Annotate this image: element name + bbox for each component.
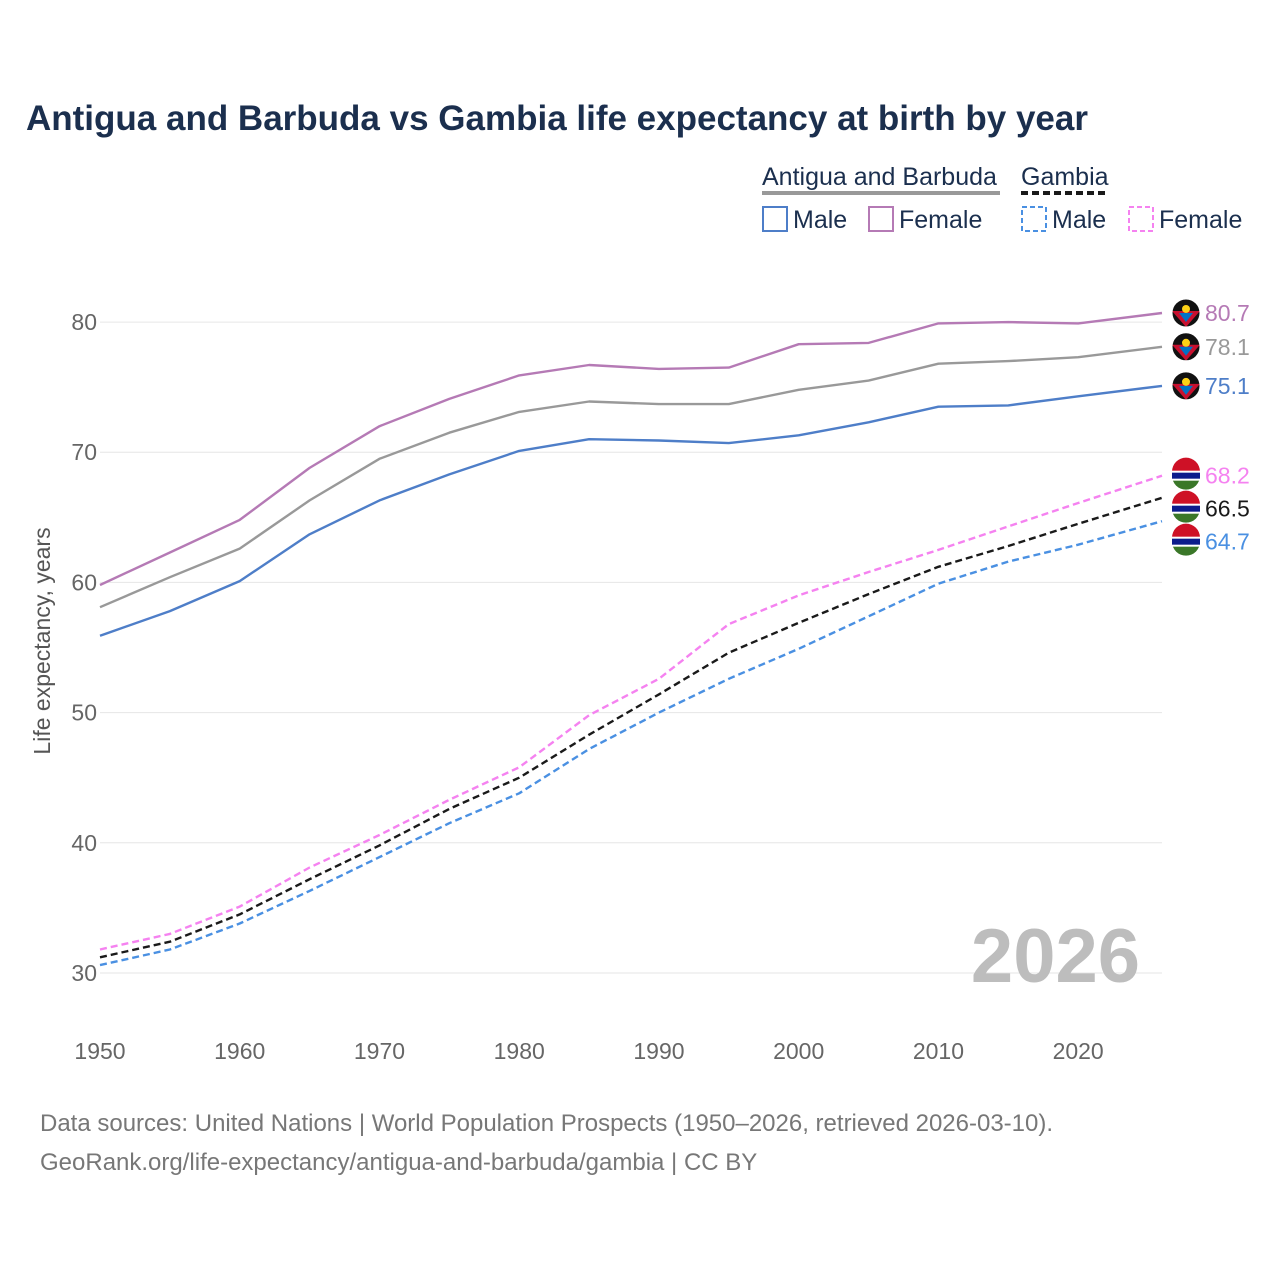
year-watermark: 2026	[971, 914, 1140, 999]
source-line-1: Data sources: United Nations | World Pop…	[40, 1110, 1053, 1137]
y-tick-50: 50	[71, 700, 97, 726]
end-label-antigua-and-barbuda-total: 78.1	[1205, 334, 1250, 360]
end-label-gambia-male: 64.7	[1205, 529, 1250, 555]
source-line-2: GeoRank.org/life-expectancy/antigua-and-…	[40, 1149, 757, 1176]
legend-group-antigua: Antigua and Barbuda	[762, 163, 997, 191]
chart-title: Antigua and Barbuda vs Gambia life expec…	[26, 99, 1088, 138]
legend-swatch-gm-female	[1128, 206, 1154, 232]
x-axis-ticks: 1950 1960 1970 1980 1990 2000 2010 2020	[74, 1038, 1103, 1064]
end-marker-gambia-male	[1172, 523, 1200, 556]
end-marker-gambia-total	[1172, 490, 1200, 523]
legend-label-ab-female: Female	[899, 206, 982, 234]
legend: Antigua and Barbuda Gambia Male Female M…	[762, 163, 1242, 234]
end-label-gambia-female: 68.2	[1205, 463, 1250, 489]
end-marker-antigua-and-barbuda-male	[1171, 371, 1201, 401]
legend-label-gm-female: Female	[1159, 206, 1242, 234]
end-marker-antigua-and-barbuda-total	[1171, 332, 1201, 362]
series-line-antigua-and-barbuda-female	[99, 311, 1163, 587]
end-label-antigua-and-barbuda-female: 80.7	[1205, 300, 1250, 326]
y-tick-80: 80	[71, 309, 97, 335]
x-tick-1960: 1960	[214, 1038, 265, 1064]
series-line-antigua-and-barbuda-male	[99, 384, 1163, 637]
legend-swatch-ab-male	[762, 206, 788, 232]
x-tick-2010: 2010	[913, 1038, 964, 1064]
y-tick-40: 40	[71, 830, 97, 856]
y-tick-60: 60	[71, 569, 97, 595]
x-tick-2000: 2000	[773, 1038, 824, 1064]
legend-swatch-ab-female	[868, 206, 894, 232]
end-marker-antigua-and-barbuda-female	[1171, 298, 1201, 328]
legend-group-gambia: Gambia	[1021, 163, 1109, 191]
y-tick-70: 70	[71, 439, 97, 465]
legend-swatch-gm-male	[1021, 206, 1047, 232]
end-label-antigua-and-barbuda-male: 75.1	[1205, 373, 1250, 399]
series-line-gambia-female	[99, 474, 1163, 951]
end-marker-gambia-female	[1172, 457, 1200, 490]
y-axis-ticks: 30 40 50 60 70 80	[71, 309, 97, 986]
gridlines	[100, 321, 1162, 974]
end-label-gambia-total: 66.5	[1205, 496, 1250, 522]
y-tick-30: 30	[71, 960, 97, 986]
x-tick-2020: 2020	[1053, 1038, 1104, 1064]
x-tick-1980: 1980	[494, 1038, 545, 1064]
legend-label-gm-male: Male	[1052, 206, 1106, 234]
x-tick-1950: 1950	[74, 1038, 125, 1064]
x-tick-1990: 1990	[633, 1038, 684, 1064]
y-axis-label: Life expectancy, years	[29, 527, 55, 754]
legend-label-ab-male: Male	[793, 206, 847, 234]
end-markers: 80.7 78.1 75.1 68.2 66.5 64.7	[1171, 298, 1250, 556]
series-line-gambia-male	[99, 520, 1163, 967]
series-lines	[99, 311, 1163, 967]
series-line-antigua-and-barbuda-total	[99, 345, 1163, 609]
x-tick-1970: 1970	[354, 1038, 405, 1064]
